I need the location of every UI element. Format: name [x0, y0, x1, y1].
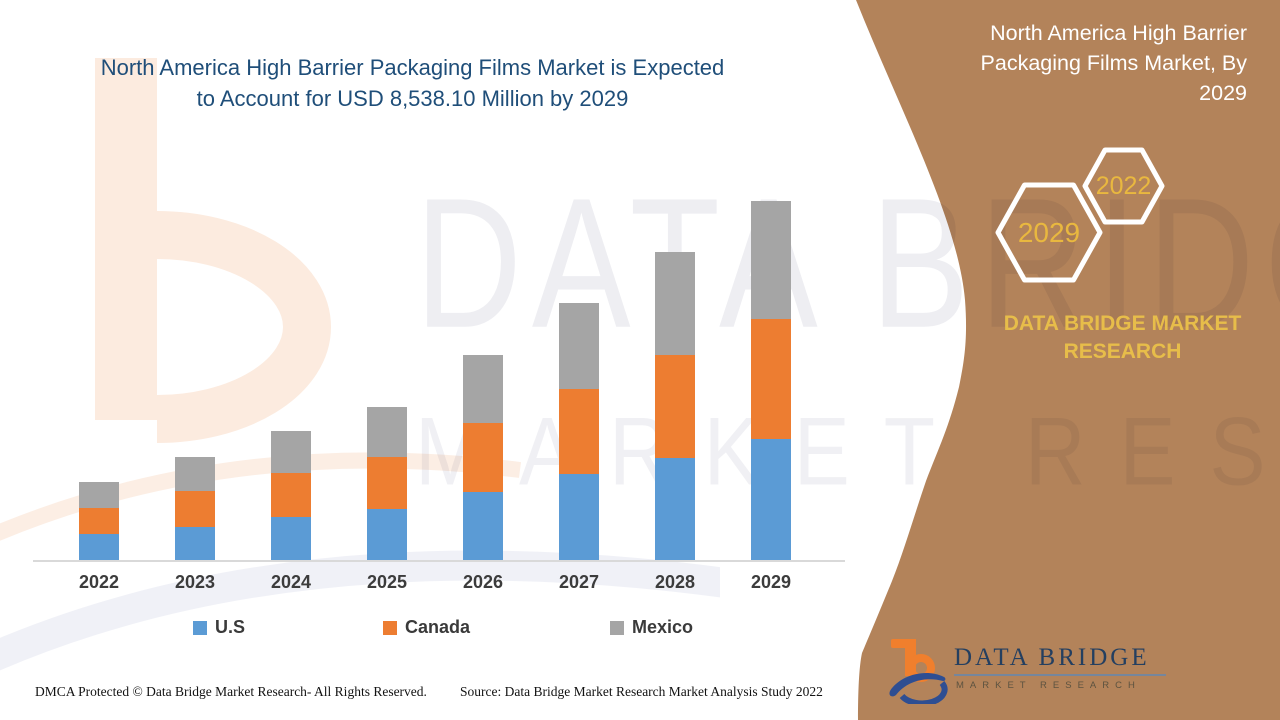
legend-swatch-U.S — [193, 620, 207, 635]
bar-segment-2025-Canada — [367, 456, 407, 509]
bar-segment-2022-Mexico — [79, 482, 119, 509]
bar-segment-2025-Mexico — [367, 406, 407, 457]
bar-segment-2027-U.S — [559, 473, 599, 560]
legend-label-Mexico: Mexico — [632, 617, 694, 637]
x-axis-label-2025: 2025 — [366, 572, 408, 592]
panel-title-line3: 2029 — [1199, 81, 1247, 105]
x-axis-label-2026: 2026 — [462, 572, 504, 592]
bar-segment-2024-Mexico — [271, 431, 311, 474]
x-axis-label-2027: 2027 — [558, 572, 600, 592]
bar-segment-2024-Canada — [271, 473, 311, 518]
bar-segment-2029-Canada — [751, 318, 791, 439]
chart-title: North America High Barrier Packaging Fil… — [40, 52, 785, 114]
bar-segment-2026-U.S — [463, 491, 503, 560]
bar-2027 — [559, 303, 599, 560]
legend-swatch-Canada — [383, 620, 397, 635]
bar-segment-2023-U.S — [175, 526, 215, 560]
chart-title-line1: North America High Barrier Packaging Fil… — [100, 55, 725, 80]
bar-segment-2026-Canada — [463, 422, 503, 492]
hexagon-label-2029: 2029 — [1018, 217, 1080, 248]
panel-title-line1: North America High Barrier — [990, 21, 1247, 45]
bar-segment-2022-U.S — [79, 533, 119, 560]
legend-swatch-Mexico — [610, 620, 624, 635]
year-hexagons: 2022 2029 — [995, 147, 1165, 283]
bar-segment-2029-U.S — [751, 438, 791, 560]
bar-segment-2023-Canada — [175, 491, 215, 527]
bar-2029 — [751, 200, 791, 560]
bar-segment-2028-U.S — [655, 457, 695, 560]
hexagon-2029 — [995, 182, 1103, 283]
legend-label-Canada: Canada — [405, 617, 471, 637]
bar-segment-2029-Mexico — [751, 200, 791, 319]
x-axis-label-2023: 2023 — [174, 572, 216, 592]
source-note: Source: Data Bridge Market Research Mark… — [460, 684, 823, 699]
bar-segment-2022-Canada — [79, 508, 119, 534]
hexagon-label-2022: 2022 — [1096, 172, 1152, 200]
legend-label-U.S: U.S — [215, 617, 246, 637]
bar-segment-2027-Canada — [559, 388, 599, 474]
x-axis-label-2028: 2028 — [654, 572, 696, 592]
bar-2023 — [175, 456, 215, 560]
bar-2028 — [655, 252, 695, 560]
logo-underline — [954, 674, 1166, 676]
brand-name-gold: DATA BRIDGE MARKET RESEARCH — [1003, 312, 1242, 363]
x-axis-line — [33, 560, 845, 562]
legend-item-U.S: U.S — [193, 617, 245, 638]
logo-tagline: MARKET RESEARCH — [956, 680, 1141, 691]
bar-segment-2025-U.S — [367, 508, 407, 560]
x-axis-label-2024: 2024 — [270, 572, 312, 592]
logo-wordmark: DATA BRIDGE — [954, 644, 1150, 671]
data-bridge-logo-icon — [889, 639, 948, 704]
chart-title-line2: to Account for USD 8,538.10 Million by 2… — [196, 86, 629, 111]
bar-segment-2028-Mexico — [655, 252, 695, 355]
dmca-notice: DMCA Protected © Data Bridge Market Rese… — [35, 684, 427, 699]
bar-2022 — [79, 482, 119, 560]
bar-segment-2027-Mexico — [559, 303, 599, 389]
x-axis-label-2029: 2029 — [750, 572, 792, 592]
legend-item-Canada: Canada — [383, 617, 470, 638]
panel-title-line2: Packaging Films Market, By — [980, 51, 1247, 75]
data-bridge-logo: DATA BRIDGE MARKET RESEARCH — [888, 630, 1228, 710]
x-axis-label-2022: 2022 — [78, 572, 120, 592]
bar-2024 — [271, 431, 311, 560]
hexagon-2022 — [1082, 147, 1165, 225]
bar-segment-2023-Mexico — [175, 456, 215, 492]
bar-segment-2026-Mexico — [463, 355, 503, 423]
bar-segment-2024-U.S — [271, 517, 311, 560]
bar-2026 — [463, 355, 503, 560]
legend-item-Mexico: Mexico — [610, 617, 693, 638]
bar-segment-2028-Canada — [655, 354, 695, 458]
bar-2025 — [367, 406, 407, 560]
panel-title: North America High Barrier Packaging Fil… — [925, 18, 1247, 108]
